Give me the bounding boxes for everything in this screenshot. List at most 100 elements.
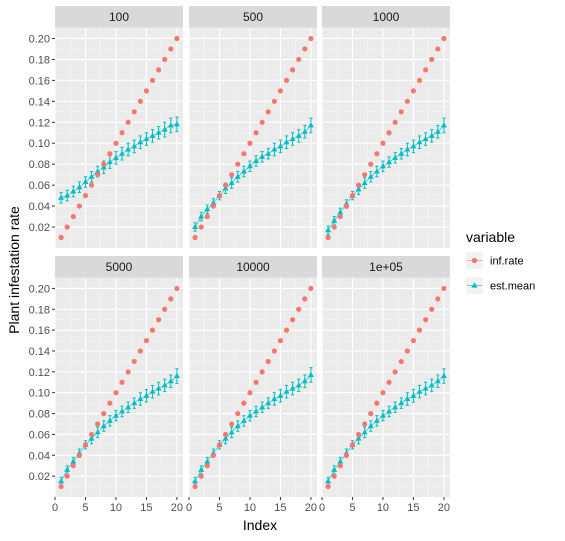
x-tick-label: 15: [274, 502, 286, 514]
point-inf-rate: [198, 473, 204, 479]
point-inf-rate: [410, 337, 417, 344]
x-tick-label: 0: [319, 502, 325, 514]
point-est-mean: [337, 458, 344, 464]
point-inf-rate: [156, 317, 162, 323]
y-tick-label: 0.10: [29, 388, 50, 400]
point-est-mean: [192, 478, 199, 484]
point-est-mean: [259, 153, 266, 159]
point-est-mean: [331, 466, 338, 472]
point-est-mean: [234, 422, 241, 429]
point-inf-rate: [222, 431, 229, 438]
y-axis-title: Plant infestation rate: [6, 206, 22, 334]
facet-strip-label: 1000: [373, 10, 400, 24]
point-est-mean: [379, 163, 386, 169]
point-est-mean: [149, 132, 156, 138]
y-tick-label: 0.12: [29, 367, 50, 379]
point-inf-rate: [404, 98, 410, 104]
y-tick-label: 0.14: [29, 96, 50, 108]
y-tick-label: 0.06: [29, 180, 50, 192]
point-inf-rate: [271, 348, 277, 354]
facet-strip: [322, 6, 450, 28]
point-est-mean: [410, 143, 417, 149]
point-est-mean: [228, 179, 235, 186]
point-inf-rate: [168, 296, 174, 302]
point-inf-rate: [198, 224, 204, 230]
x-tick-label: 20: [438, 502, 450, 514]
point-inf-rate: [265, 109, 271, 115]
point-inf-rate: [137, 98, 143, 104]
point-inf-rate: [368, 161, 374, 167]
point-est-mean: [392, 404, 399, 410]
point-est-mean: [301, 128, 308, 134]
legend-point-inf-rate: [471, 257, 478, 264]
point-inf-rate: [374, 400, 380, 406]
point-est-mean: [112, 412, 119, 418]
point-est-mean: [106, 158, 113, 165]
point-inf-rate: [416, 77, 423, 83]
y-tick-label: 0.08: [29, 159, 50, 171]
point-est-mean: [240, 417, 247, 423]
legend-key-inf-rate: [466, 252, 483, 269]
point-est-mean: [355, 435, 362, 441]
point-inf-rate: [283, 327, 290, 333]
point-inf-rate: [137, 348, 143, 354]
point-inf-rate: [290, 67, 296, 73]
point-est-mean: [289, 135, 296, 142]
legend-label-inf-rate: inf.rate: [490, 256, 524, 268]
point-inf-rate: [101, 161, 107, 167]
point-inf-rate: [156, 67, 162, 73]
point-inf-rate: [216, 193, 223, 199]
y-tick-label: 0.08: [29, 409, 50, 421]
x-axis-title: Index: [243, 517, 277, 533]
point-est-mean: [58, 478, 65, 484]
point-inf-rate: [435, 46, 441, 52]
point-inf-rate: [253, 130, 259, 136]
point-est-mean: [416, 138, 423, 145]
facet-panel: 1e+05: [321, 256, 450, 497]
point-est-mean: [58, 194, 65, 200]
legend-point-est-mean: [471, 282, 478, 288]
point-est-mean: [295, 382, 302, 388]
y-tick-label: 0.02: [29, 471, 50, 483]
y-tick-label: 0.16: [29, 325, 50, 337]
point-inf-rate: [277, 337, 284, 344]
point-inf-rate: [113, 390, 119, 396]
point-inf-rate: [229, 172, 235, 178]
facet-strip-label: 1e+05: [369, 260, 403, 274]
point-inf-rate: [283, 77, 290, 83]
point-inf-rate: [247, 140, 253, 146]
point-est-mean: [259, 404, 266, 410]
point-inf-rate: [302, 296, 308, 302]
y-tick-label: 0.16: [29, 75, 50, 87]
y-tick-label: 0.12: [29, 117, 50, 129]
point-inf-rate: [162, 306, 168, 312]
point-inf-rate: [70, 213, 76, 220]
point-est-mean: [253, 408, 260, 414]
point-inf-rate: [362, 172, 368, 178]
point-inf-rate: [325, 234, 331, 241]
point-inf-rate: [410, 88, 417, 94]
point-inf-rate: [355, 182, 362, 188]
point-inf-rate: [241, 400, 247, 406]
point-est-mean: [204, 206, 211, 212]
point-est-mean: [307, 122, 314, 128]
point-inf-rate: [70, 463, 76, 469]
point-est-mean: [161, 382, 168, 388]
point-est-mean: [379, 412, 386, 418]
facet-panel: 100: [54, 6, 183, 248]
point-inf-rate: [149, 327, 156, 333]
facet-strip-label: 100: [109, 10, 129, 24]
y-tick-label: 0.06: [29, 429, 50, 441]
point-est-mean: [428, 132, 435, 138]
point-inf-rate: [398, 109, 404, 115]
point-est-mean: [422, 385, 429, 391]
point-est-mean: [161, 126, 168, 132]
point-est-mean: [143, 392, 150, 398]
point-inf-rate: [265, 358, 271, 365]
point-inf-rate: [429, 56, 435, 63]
point-inf-rate: [380, 140, 386, 146]
x-tick-label: 5: [216, 502, 222, 514]
point-est-mean: [88, 435, 95, 441]
point-inf-rate: [423, 67, 429, 73]
